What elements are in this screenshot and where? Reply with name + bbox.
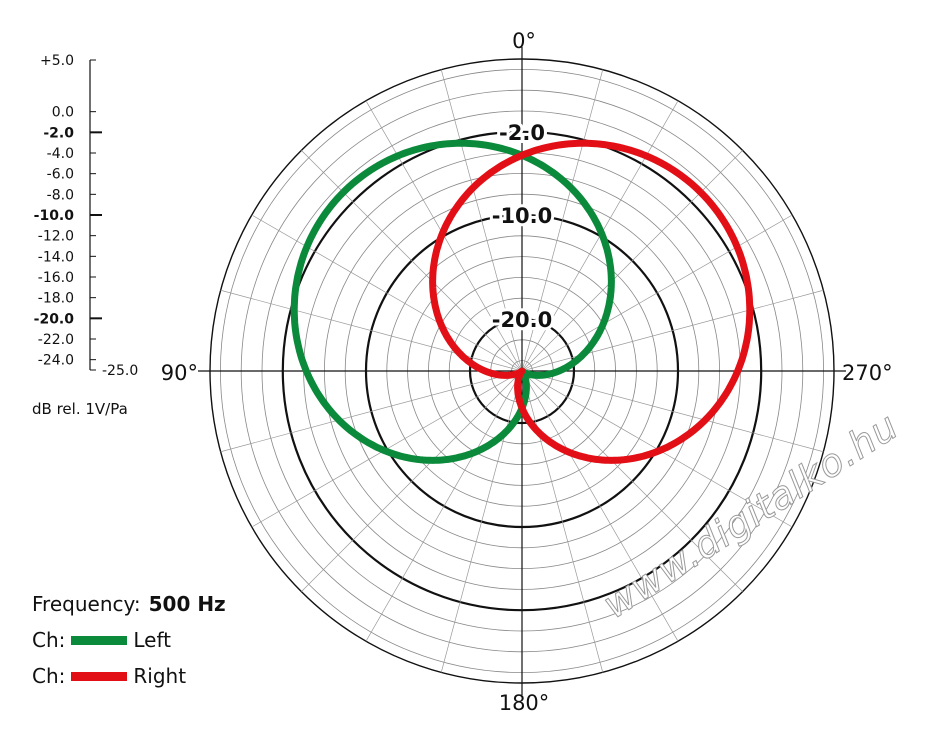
angle-label-left: 90° (161, 361, 198, 385)
spoke (440, 69, 523, 372)
frequency-value: 500 Hz (148, 592, 226, 616)
spoke (521, 370, 824, 453)
scale-tick-label: -22.0 (38, 332, 74, 348)
scale-tick-label: -16.0 (38, 270, 74, 286)
scale-tick-label: -12.0 (38, 229, 74, 245)
legend-item-right: Ch: Right (32, 658, 226, 694)
frequency-label: Frequency: (32, 592, 141, 616)
scale-tick-label: +5.0 (40, 53, 74, 69)
spoke (521, 370, 743, 592)
spoke (220, 370, 523, 453)
legend-item-left: Ch: Left (32, 622, 226, 658)
spoke (251, 214, 523, 372)
legend-prefix: Ch: (32, 628, 66, 652)
frequency-row: Frequency: 500 Hz (32, 586, 226, 622)
spoke (301, 370, 523, 592)
spoke (440, 370, 523, 673)
legend-label-left: Left (133, 628, 172, 652)
spoke (220, 289, 523, 372)
angle-label-top: 0° (512, 29, 536, 53)
scale-tick-label: -18.0 (38, 291, 74, 307)
spoke (301, 150, 523, 372)
spoke (521, 370, 679, 642)
spoke (521, 150, 743, 372)
scale-tick-label: -10.0 (34, 208, 75, 224)
scale-tick-label: -4.0 (47, 146, 74, 162)
legend: Frequency: 500 Hz Ch: Left Ch: Right (32, 586, 226, 694)
scale-tick-label: -25.0 (102, 363, 138, 379)
legend-prefix: Ch: (32, 664, 66, 688)
scale-tick-label: -6.0 (47, 167, 74, 183)
series-line-right (429, 139, 754, 464)
ring-label: -20.0 (492, 308, 553, 332)
spoke (521, 370, 604, 673)
ring-label: -10.0 (492, 204, 553, 228)
legend-swatch-right (71, 671, 128, 681)
ring-label: -2.0 (499, 121, 545, 145)
angle-label-right: 270° (842, 361, 893, 385)
spoke (521, 214, 793, 372)
scale-tick-label: -24.0 (38, 353, 74, 369)
angle-label-bottom: 180° (499, 691, 550, 715)
spoke (521, 69, 604, 372)
spoke (365, 370, 523, 642)
spoke (521, 289, 824, 372)
legend-swatch-left (71, 635, 128, 645)
scale-tick-label: -14.0 (38, 249, 74, 265)
scale-tick-label: 0.0 (52, 105, 74, 121)
legend-label-right: Right (133, 664, 187, 688)
scale-tick-label: -8.0 (47, 187, 74, 203)
unit-label: dB rel. 1V/Pa (32, 400, 128, 418)
scale-tick-label: -2.0 (43, 125, 74, 141)
scale-tick-label: -20.0 (34, 311, 75, 327)
